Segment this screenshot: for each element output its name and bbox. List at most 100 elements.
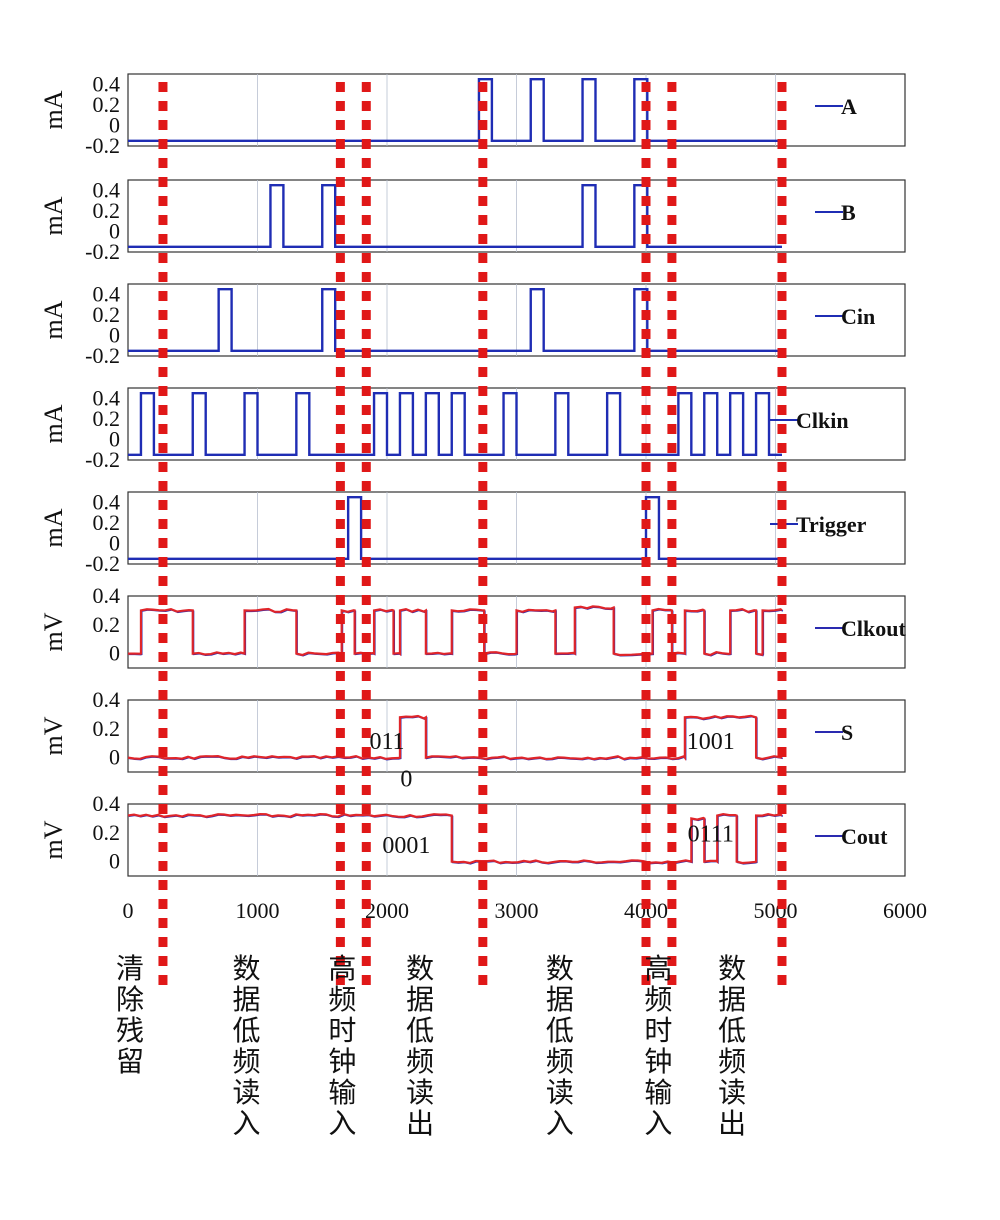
- phase-label-char: 频: [328, 983, 356, 1016]
- phase-label-char: 输: [644, 1076, 672, 1109]
- phase-label-char: 钟: [328, 1045, 356, 1078]
- annotation-label: 1001: [687, 729, 735, 755]
- y-tick-label: -0.2: [85, 447, 120, 472]
- phase-label-char: 据: [233, 983, 261, 1016]
- phase-label-char: 频: [406, 1045, 434, 1078]
- y-axis-label: mA: [39, 90, 68, 129]
- legend-label: Cout: [841, 824, 888, 849]
- y-tick-label: -0.2: [85, 133, 120, 158]
- y-tick-label: 0.4: [93, 177, 121, 202]
- y-tick-label: 0.2: [93, 510, 121, 535]
- y-axis-label: mA: [39, 196, 68, 235]
- phase-label-char: 除: [116, 983, 144, 1016]
- x-tick-label: 5000: [754, 898, 798, 923]
- y-tick-label: 0: [109, 112, 120, 137]
- phase-label-char: 读: [718, 1076, 746, 1109]
- phase-label-char: 输: [328, 1076, 356, 1109]
- phase-label-char: 出: [406, 1107, 434, 1140]
- legend-label: A: [841, 94, 857, 119]
- y-tick-label: 0.4: [93, 583, 121, 608]
- phase-label-char: 频: [718, 1045, 746, 1078]
- panel-b: [127, 179, 906, 253]
- phase-label-char: 出: [718, 1107, 746, 1140]
- series-line-cin: [128, 287, 782, 353]
- series-line-a: [128, 77, 782, 143]
- y-tick-label: 0.2: [93, 716, 121, 741]
- y-tick-label: 0.4: [93, 281, 121, 306]
- y-axis-label: mV: [39, 820, 68, 859]
- phase-label-char: 入: [546, 1107, 574, 1140]
- phase-label-char: 数: [406, 952, 434, 985]
- panel-s: [127, 699, 906, 773]
- series-line-s: [127, 714, 783, 761]
- legend-label: Clkin: [796, 408, 849, 433]
- y-axis-label: mV: [39, 716, 68, 755]
- phase-label-char: 高: [644, 952, 672, 985]
- phase-label-char: 据: [546, 983, 574, 1016]
- phase-label-char: 清: [116, 952, 144, 985]
- series-line-b: [128, 183, 782, 249]
- phase-label-char: 读: [233, 1076, 261, 1109]
- phase-label-char: 留: [116, 1045, 144, 1078]
- phase-label-char: 读: [406, 1076, 434, 1109]
- phase-label-char: 钟: [644, 1045, 672, 1078]
- y-tick-label: 0.4: [93, 71, 121, 96]
- series-line-clkin: [128, 391, 782, 457]
- y-tick-label: 0.2: [93, 302, 121, 327]
- phase-label-char: 低: [718, 1014, 746, 1047]
- phase-label-char: 入: [328, 1107, 356, 1140]
- phase-label-char: 残: [116, 1014, 144, 1047]
- annotation-label: 0: [400, 766, 412, 792]
- legend-label: Trigger: [796, 512, 867, 537]
- legend-label: S: [841, 720, 853, 745]
- y-tick-label: 0: [109, 849, 120, 874]
- phase-label-char: 据: [406, 983, 434, 1016]
- phase-label-char: 时: [644, 1014, 672, 1047]
- phase-label-char: 低: [406, 1014, 434, 1047]
- y-tick-label: 0.2: [93, 198, 121, 223]
- annotation-label: 0001: [382, 833, 430, 859]
- panel-cin: [127, 283, 906, 357]
- y-tick-label: 0.4: [93, 385, 121, 410]
- panel-trigger: [127, 491, 906, 565]
- x-tick-label: 3000: [495, 898, 539, 923]
- y-tick-label: 0.4: [93, 687, 121, 712]
- x-tick-label: 6000: [883, 898, 927, 923]
- x-tick-label: 0: [123, 898, 134, 923]
- y-tick-label: 0.2: [93, 92, 121, 117]
- phase-label-char: 频: [233, 1045, 261, 1078]
- phase-label-char: 低: [546, 1014, 574, 1047]
- y-tick-label: 0: [109, 426, 120, 451]
- phase-label-char: 数: [233, 952, 261, 985]
- y-axis-label: mA: [39, 300, 68, 339]
- y-tick-label: 0: [109, 322, 120, 347]
- y-axis-label: mA: [39, 404, 68, 443]
- panel-cout: [127, 803, 906, 877]
- x-tick-label: 1000: [236, 898, 280, 923]
- y-tick-label: -0.2: [85, 343, 120, 368]
- y-axis-label: mA: [39, 508, 68, 547]
- y-tick-label: 0.2: [93, 612, 121, 637]
- panel-clkin: [127, 387, 906, 461]
- y-tick-label: 0.4: [93, 791, 121, 816]
- phase-label-char: 入: [644, 1107, 672, 1140]
- phase-label-char: 频: [644, 983, 672, 1016]
- legend-label: Clkout: [841, 616, 906, 641]
- y-tick-label: -0.2: [85, 239, 120, 264]
- panel-a: [127, 73, 906, 147]
- y-tick-label: 0.4: [93, 489, 121, 514]
- y-tick-label: 0.2: [93, 820, 121, 845]
- y-tick-label: 0: [109, 530, 120, 555]
- phase-label-char: 数: [718, 952, 746, 985]
- series-line-trigger: [128, 495, 782, 561]
- phase-label-char: 高: [328, 952, 356, 985]
- phase-label-char: 时: [328, 1014, 356, 1047]
- phase-label-char: 低: [233, 1014, 261, 1047]
